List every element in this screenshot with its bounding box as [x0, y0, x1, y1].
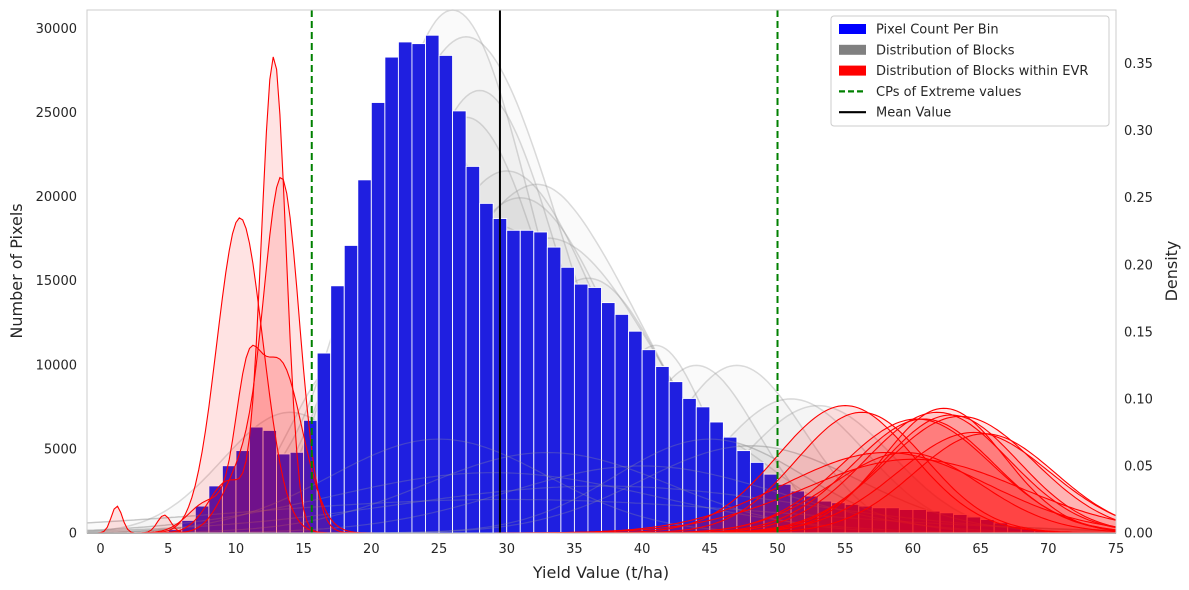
x-tick-label: 65: [972, 542, 989, 557]
x-tick-label: 40: [634, 542, 651, 557]
legend-box: [830, 15, 1110, 127]
histogram-bar: [397, 41, 413, 534]
y-tick-label: 25000: [36, 106, 77, 121]
x-tick-label: 30: [498, 542, 515, 557]
y2-tick-label: 0.10: [1124, 392, 1153, 407]
reference-lines: [310, 10, 779, 533]
histogram-bar: [411, 43, 426, 534]
y2-axis-title: Density: [1162, 241, 1181, 302]
x-tick-label: 50: [769, 542, 786, 557]
y-tick-label: 10000: [36, 358, 77, 373]
block-density-fill: [87, 398, 1116, 533]
x-axis-title: Yield Value (t/ha): [532, 563, 669, 582]
y-axis-ticks: 0 5000 10000 15000 20000 25000 30000: [36, 22, 77, 542]
evr-density-fill: [87, 432, 1116, 533]
y-tick-label: 30000: [36, 22, 77, 37]
block-density-curve-overlay: [86, 485, 1117, 532]
x-tick-label: 0: [96, 542, 104, 557]
x-tick-label: 15: [295, 542, 312, 557]
histogram-bar: [479, 202, 494, 534]
legend-label: Mean Value: [876, 106, 951, 121]
x-tick-label: 35: [566, 542, 583, 557]
evr-density-fill: [87, 419, 1116, 533]
block-density-curve-overlay: [86, 472, 1116, 534]
histogram-bar: [614, 313, 630, 534]
x-tick-label: 25: [431, 542, 448, 557]
x-tick-label: 5: [164, 542, 172, 557]
histogram-bar: [668, 381, 684, 534]
x-tick-label: 75: [1108, 542, 1125, 557]
x-tick-label: 70: [1040, 542, 1057, 557]
evr-density-fill: [87, 459, 1116, 533]
histogram-bar: [560, 266, 575, 534]
histogram-bar: [438, 54, 454, 534]
y2-tick-label: 0.20: [1124, 258, 1153, 273]
y-tick-label: 0: [69, 527, 77, 542]
evr-density-fill: [87, 412, 1116, 533]
plot-frame: [86, 9, 1117, 534]
legend-label: Pixel Count Per Bin: [876, 23, 999, 38]
y-axis-title: Number of Pixels: [7, 203, 26, 338]
y-tick-label: 20000: [36, 190, 77, 205]
histogram-bar: [587, 287, 602, 534]
evr-density-fill: [87, 433, 1116, 533]
legend: Pixel Count Per Bin Distribution of Block…: [830, 15, 1110, 127]
evr-density-fill: [87, 345, 1116, 533]
legend-label: CPs of Extreme values: [876, 85, 1022, 100]
legend-swatch: [839, 24, 866, 34]
block-density-curve-overlay: [86, 498, 1116, 531]
x-tick-label: 20: [363, 542, 380, 557]
evr-density-fill: [87, 452, 1116, 533]
histogram-bar: [370, 102, 386, 534]
histogram-bar: [343, 244, 359, 534]
histogram-bar: [465, 165, 481, 534]
y2-tick-label: 0.05: [1124, 459, 1153, 474]
evr-density-fill: [87, 177, 1116, 533]
x-tick-label: 45: [702, 542, 719, 557]
y-tick-label: 15000: [36, 274, 77, 289]
evr-density-fill: [87, 415, 1116, 533]
legend-label: Distribution of Blocks: [876, 43, 1015, 58]
y2-tick-label: 0.25: [1124, 191, 1153, 206]
histogram-bar: [641, 349, 657, 534]
legend-swatch: [839, 44, 866, 55]
histogram-bar: [695, 406, 711, 534]
histogram-bar: [546, 246, 562, 534]
y-tick-label: 5000: [44, 442, 77, 457]
histogram-bar: [384, 56, 399, 534]
y2-tick-label: 0.15: [1124, 325, 1153, 340]
x-tick-label: 60: [905, 542, 922, 557]
histogram-bar: [682, 398, 697, 534]
legend-label: Distribution of Blocks within EVR: [876, 64, 1088, 79]
histogram-bar: [425, 34, 440, 534]
histogram-bar: [506, 229, 521, 534]
evr-density-fill: [87, 416, 1116, 533]
evr-density-fill: [87, 412, 1116, 533]
y2-tick-label: 0.00: [1124, 527, 1153, 542]
legend-swatch: [839, 65, 866, 76]
block-density-curve-overlay: [87, 465, 1117, 534]
x-tick-label: 10: [228, 542, 245, 557]
evr-density-fill: [87, 419, 1116, 533]
x-tick-label: 55: [837, 542, 854, 557]
x-axis-ticks: 0 5 10 15 20 25 30 35 40 45 50 55 60 65 70 75: [96, 542, 1124, 557]
y2-tick-label: 0.35: [1124, 57, 1153, 72]
histogram-bar: [357, 179, 372, 534]
y2-tick-label: 0.30: [1124, 124, 1153, 139]
y2-axis-ticks: 0.00 0.05 0.10 0.15 0.20 0.25 0.30 0.35: [1124, 57, 1153, 541]
